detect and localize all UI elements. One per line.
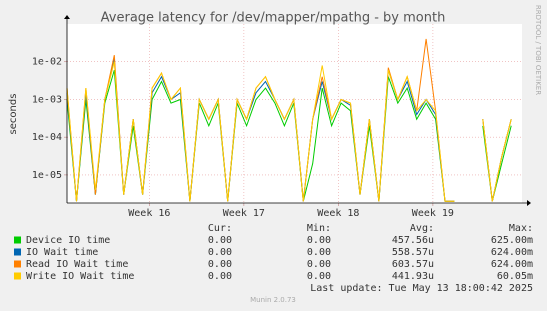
x-tick-label: Week 18	[317, 208, 359, 219]
legend-stat: 0.00	[307, 259, 331, 270]
legend-stat: 0.00	[307, 247, 331, 258]
axis-arrow	[64, 15, 70, 19]
legend-swatch	[14, 260, 21, 268]
y-tick-label: 1e-03	[32, 94, 62, 105]
x-tick-label: Week 19	[412, 208, 454, 219]
legend-stat: 624.00m	[491, 259, 533, 270]
legend-swatch	[14, 236, 21, 244]
chart-title: Average latency for /dev/mapper/mpathg -…	[101, 11, 446, 26]
legend-stat: 60.05m	[497, 271, 533, 282]
y-tick-label: 1e-04	[32, 132, 62, 143]
legend-label: Read IO Wait time	[26, 259, 128, 270]
legend-stat: 0.00	[208, 259, 232, 270]
legend-label: Write IO Wait time	[26, 271, 134, 282]
legend-stat: 558.57u	[392, 247, 434, 258]
credit: Munin 2.0.73	[250, 296, 296, 304]
legend-stat: 0.00	[208, 271, 232, 282]
series-line	[66, 61, 512, 202]
legend-header: Min:	[307, 223, 331, 234]
legend-header: Max:	[509, 223, 533, 234]
legend-swatch	[14, 248, 21, 256]
legend-header: Avg:	[410, 223, 434, 234]
legend-stat: 457.56u	[392, 235, 434, 246]
legend-stat: 0.00	[208, 235, 232, 246]
y-tick-label: 1e-02	[32, 57, 62, 68]
legend-stat: 624.00m	[491, 247, 533, 258]
legend-stat: 0.00	[307, 271, 331, 282]
footer: Last update: Tue May 13 18:00:42 2025	[310, 283, 533, 294]
x-tick-label: Week 17	[223, 208, 265, 219]
legend-stat: 603.57u	[392, 259, 434, 270]
y-axis-label: seconds	[8, 94, 19, 135]
legend-stat: 0.00	[208, 247, 232, 258]
legend-header: Cur:	[208, 223, 232, 234]
legend-label: IO Wait time	[26, 247, 98, 258]
legend-label: Device IO time	[26, 235, 110, 246]
legend-stat: 0.00	[307, 235, 331, 246]
legend-stat: 441.93u	[392, 271, 434, 282]
legend-swatch	[14, 272, 21, 280]
side-text: RRDTOOL / TOBI OETIKER	[534, 5, 542, 95]
axis-arrow	[527, 200, 531, 206]
legend-stat: 625.00m	[491, 235, 533, 246]
x-tick-label: Week 16	[128, 208, 170, 219]
y-tick-label: 1e-05	[32, 170, 62, 181]
